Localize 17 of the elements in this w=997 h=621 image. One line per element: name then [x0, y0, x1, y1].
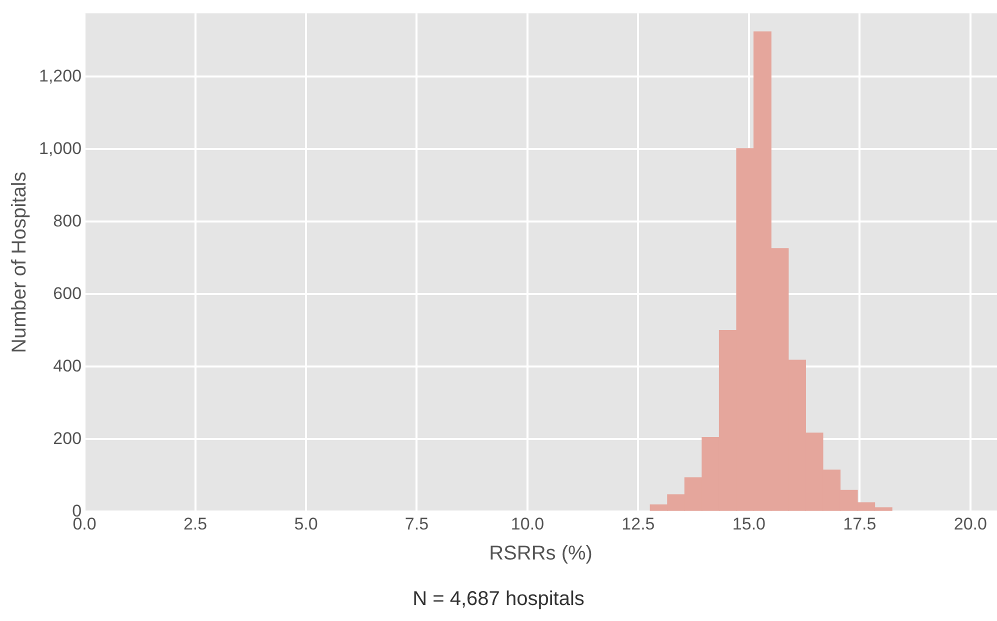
y-tick-label: 400 [53, 356, 82, 376]
x-tick-label: 20.0 [954, 514, 987, 534]
y-tick-label: 600 [53, 284, 82, 303]
x-tick-label: 15.0 [732, 514, 766, 534]
y-tick-label: 800 [53, 211, 82, 230]
x-tick-label: 7.5 [404, 514, 429, 534]
x-tick-label: 12.5 [622, 514, 655, 534]
x-axis-title: RSRRs (%) [489, 542, 592, 565]
y-tick-label: 1,000 [38, 138, 82, 158]
y-tick-label: 200 [53, 428, 82, 448]
x-tick-label: 5.0 [294, 514, 318, 534]
text: N = 4,687 hospitals [412, 588, 586, 611]
y-tick-label: 1,200 [38, 66, 82, 86]
y-axis-title: Number of Hospitals [8, 172, 31, 353]
x-tick-label: 10.0 [510, 514, 544, 534]
x-tick-label: 17.5 [843, 514, 876, 534]
x-tick-label: 2.5 [183, 514, 208, 534]
